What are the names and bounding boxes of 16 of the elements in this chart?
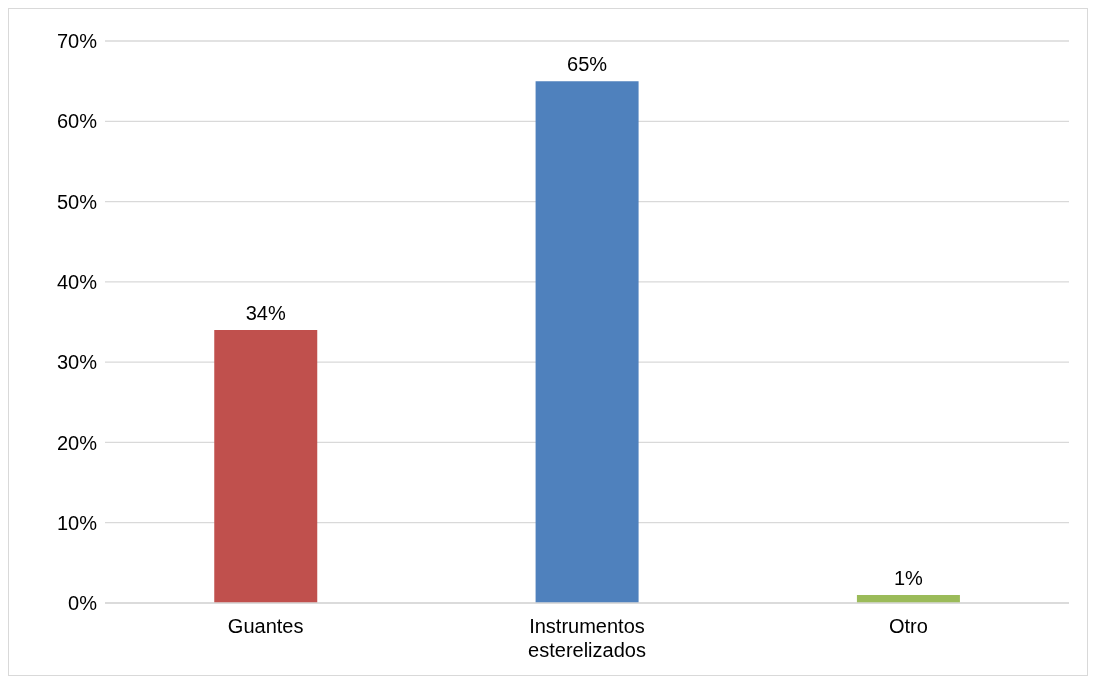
y-tick-label: 30% bbox=[56, 351, 98, 374]
y-tick-label: 40% bbox=[56, 270, 98, 293]
y-tick-label: 60% bbox=[56, 110, 98, 133]
data-label: 1% bbox=[893, 566, 924, 589]
y-tick-label: 20% bbox=[56, 431, 98, 454]
data-label: 34% bbox=[245, 302, 286, 325]
y-tick-label: 0% bbox=[68, 592, 98, 615]
bar bbox=[214, 330, 318, 603]
bar bbox=[535, 81, 639, 603]
y-tick-label: 50% bbox=[56, 190, 98, 213]
x-tick-label: Instrumentos esterelizados bbox=[528, 615, 646, 661]
x-tick-label: Guantes bbox=[227, 615, 304, 637]
data-label: 65% bbox=[567, 53, 608, 76]
y-tick-label: 10% bbox=[56, 511, 98, 534]
y-tick-label: 70% bbox=[56, 30, 98, 53]
x-tick-label: Otro bbox=[888, 615, 928, 637]
